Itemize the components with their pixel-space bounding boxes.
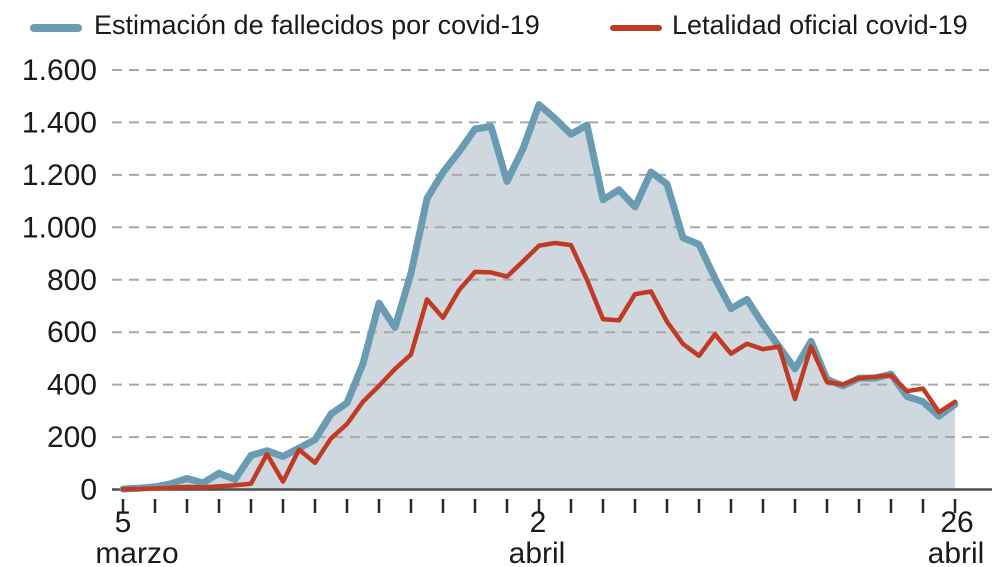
estimacion-legend-label: Estimación de fallecidos por covid-19: [94, 10, 540, 40]
legend-item-estimacion: Estimación de fallecidos por covid-19: [30, 10, 540, 41]
x-axis-label-month: abril: [509, 537, 566, 567]
x-axis-label-month: abril: [928, 537, 985, 567]
x-axis-label-day: 5: [115, 506, 132, 539]
y-axis-label: 1.000: [22, 211, 97, 244]
y-axis-label: 200: [47, 421, 97, 454]
letalidad-line-swatch: [610, 24, 662, 31]
y-axis-label: 0: [80, 474, 97, 507]
legend-item-letalidad: Letalidad oficial covid-19: [610, 10, 968, 41]
letalidad-line: [120, 240, 958, 492]
estimacion-line-swatch: [30, 23, 82, 32]
y-axis-label: 1.600: [22, 54, 97, 87]
y-axis-label: 1.200: [22, 159, 97, 192]
y-axis-label: 800: [47, 264, 97, 297]
estimacion-area: [123, 104, 955, 490]
y-axis-label: 1.400: [22, 106, 97, 139]
y-axis-label: 600: [47, 316, 97, 349]
x-axis-label-day: 26: [940, 506, 973, 539]
letalidad-legend-label: Letalidad oficial covid-19: [672, 10, 968, 40]
x-axis-label-month: marzo: [95, 537, 178, 567]
x-axis-label-day: 2: [530, 506, 547, 539]
y-axis-label: 400: [47, 369, 97, 402]
